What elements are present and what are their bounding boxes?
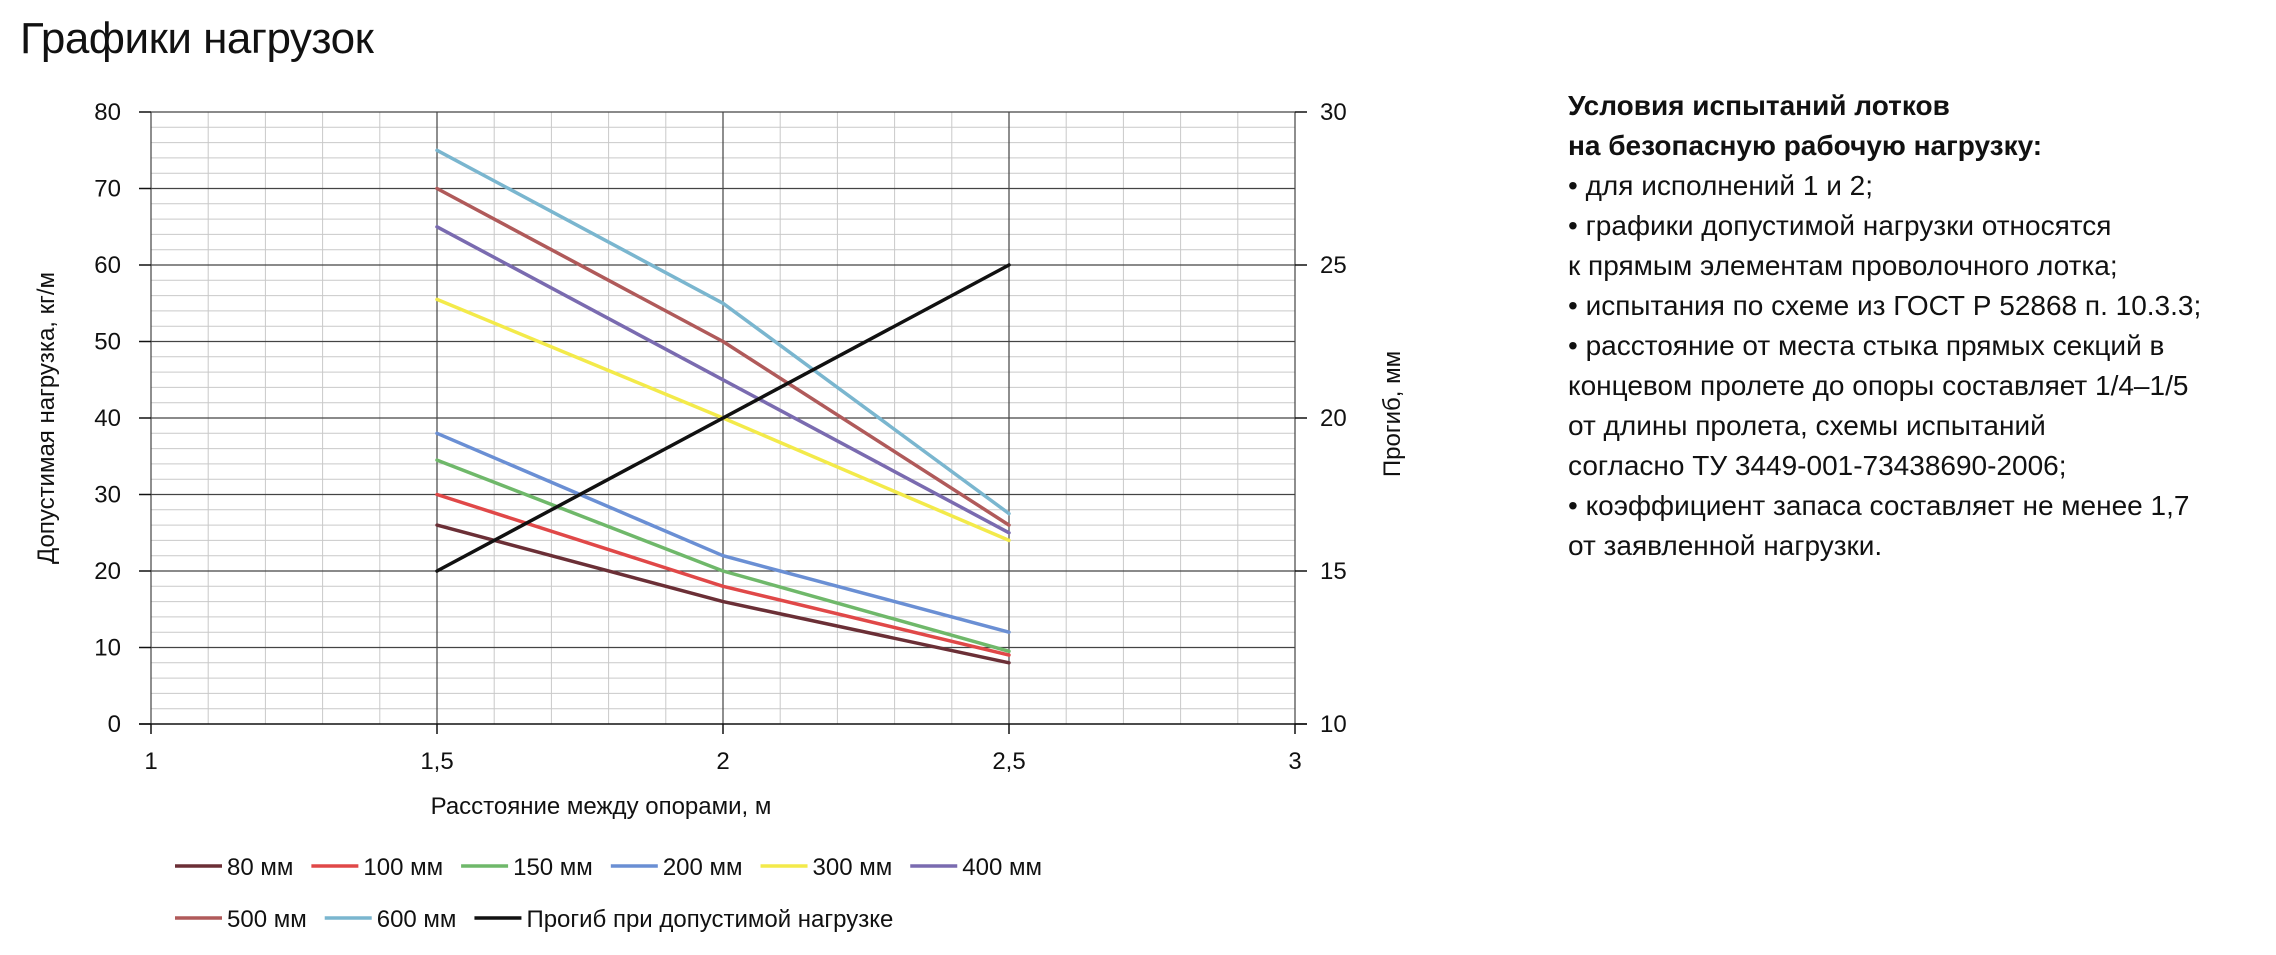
x-tick-label: 1 (144, 748, 157, 775)
y2-tick-label: 25 (1320, 252, 1347, 279)
series-line-4 (435, 431, 1011, 634)
page-title: Графики нагрузок (20, 14, 374, 63)
y-tick-label: 20 (94, 558, 121, 585)
y-tick-label: 30 (94, 482, 121, 509)
y-axis-label: Допустимая нагрузка, кг/м (33, 272, 60, 564)
y-tick-label: 0 (108, 711, 121, 738)
test-conditions: Условия испытаний лотков на безопасную р… (1568, 86, 2268, 566)
y-tick-label: 50 (94, 329, 121, 356)
legend-label: 80 мм (227, 854, 293, 881)
legend-label: 500 мм (227, 906, 307, 933)
series-line-9 (435, 263, 1011, 573)
conditions-line: • испытания по схеме из ГОСТ Р 52868 п. … (1568, 290, 2202, 321)
legend-label: 200 мм (663, 854, 743, 881)
x-tick-label: 1,5 (420, 748, 453, 775)
y-tick-label: 60 (94, 252, 121, 279)
conditions-line: • коэффициент запаса составляет не менее… (1568, 490, 2190, 521)
series-line-6 (435, 225, 1011, 535)
conditions-line: • для исполнений 1 и 2; (1568, 170, 1873, 201)
conditions-line: от длины пролета, схемы испытаний (1568, 410, 2046, 441)
conditions-line: согласно ТУ 3449-001-73438690-2006; (1568, 450, 2067, 481)
conditions-line: • графики допустимой нагрузки относятся (1568, 210, 2112, 241)
conditions-heading-line-1: Условия испытаний лотков (1568, 90, 1950, 121)
conditions-line: • расстояние от места стыка прямых секци… (1568, 330, 2165, 361)
load-chart: 0 10 20 30 40 50 60 70 80 10 15 20 25 30 1 1,5 2 2,5 3 Расс… (33, 99, 1406, 933)
legend-label: 300 мм (813, 854, 893, 881)
x-tick-label: 3 (1288, 748, 1301, 775)
legend-label: 150 мм (513, 854, 593, 881)
legend-label: 100 мм (363, 854, 443, 881)
legend-label: 600 мм (377, 906, 457, 933)
x-tick-label: 2 (716, 748, 729, 775)
legend-label: Прогиб при допустимой нагрузке (526, 906, 893, 933)
legend-label: 400 мм (962, 854, 1042, 881)
conditions-line: к прямым элементам проволочного лотка; (1568, 250, 2118, 281)
series-line-7 (435, 186, 1011, 527)
y-tick-label: 10 (94, 635, 121, 662)
y2-tick-label: 20 (1320, 405, 1347, 432)
y2-tick-label: 15 (1320, 558, 1347, 585)
series-line-1 (435, 523, 1011, 665)
series-line-3 (435, 458, 1011, 654)
y-tick-label: 80 (94, 99, 121, 126)
x-axis-label: Расстояние между опорами, м (431, 793, 772, 820)
series-line-8 (435, 148, 1011, 516)
conditions-line: концевом пролете до опоры составляет 1/4… (1568, 370, 2189, 401)
conditions-line: от заявленной нагрузки. (1568, 530, 1883, 561)
y-tick-label: 70 (94, 176, 121, 203)
x-tick-label: 2,5 (992, 748, 1025, 775)
y2-tick-label: 10 (1320, 711, 1347, 738)
conditions-heading-line-2: на безопасную рабочую нагрузку: (1568, 130, 2043, 161)
y2-tick-label: 30 (1320, 99, 1347, 126)
y-tick-label: 40 (94, 405, 121, 432)
y2-axis-label: Прогиб, мм (1379, 351, 1406, 477)
series-line-2 (435, 492, 1011, 657)
